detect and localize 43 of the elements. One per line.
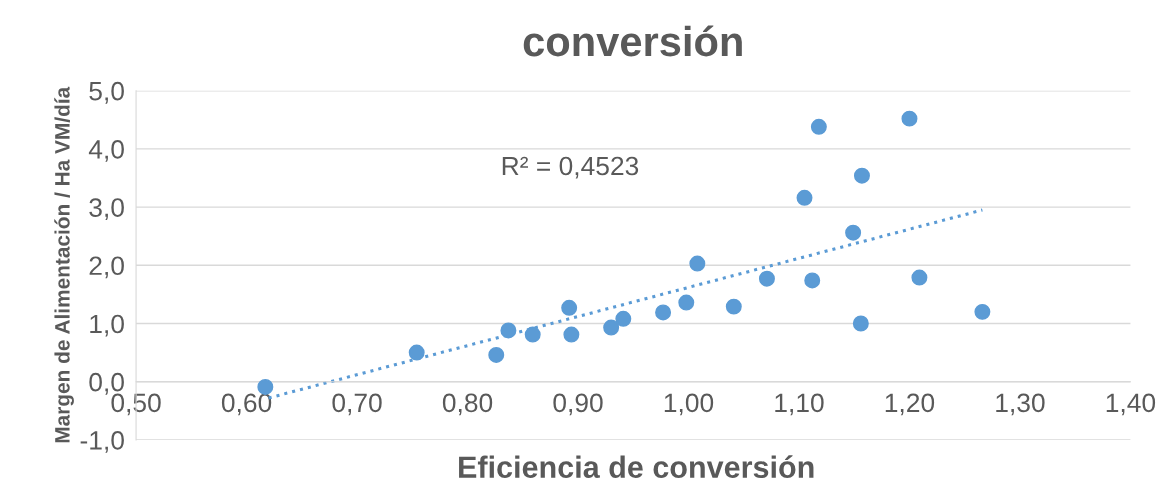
- point: [408, 344, 425, 361]
- x-tick-label: 0,70: [332, 393, 382, 416]
- x-axis-title: Eficiencia de conversión: [459, 455, 814, 479]
- x-tick-label: 1,00: [664, 393, 714, 416]
- point: [810, 118, 827, 135]
- point: [603, 319, 620, 336]
- point: [563, 326, 580, 343]
- y-tick-label: 5,0: [89, 81, 124, 104]
- point: [689, 255, 706, 272]
- y-tick-label: 0,0: [89, 372, 124, 395]
- point: [804, 272, 821, 289]
- point: [524, 326, 541, 343]
- x-tick-label: 1,30: [996, 393, 1045, 416]
- point: [678, 294, 695, 311]
- point: [488, 346, 505, 363]
- x-tick-label: 0,90: [553, 393, 603, 416]
- y-tick-label: 1,0: [90, 314, 124, 337]
- chart-title: conversión: [523, 25, 742, 57]
- point: [852, 315, 869, 332]
- y-tick-label: 4,0: [88, 140, 124, 162]
- point: [655, 304, 672, 321]
- point: [796, 189, 813, 206]
- point: [561, 299, 578, 316]
- x-tick-label: 0,60: [221, 393, 272, 416]
- y-tick-label: 2,0: [89, 256, 124, 279]
- y-tick-label: 3,0: [89, 198, 124, 221]
- annotation: R² = 0,4523: [502, 156, 639, 179]
- point: [901, 110, 918, 127]
- x-tick-label: 0,50: [111, 393, 161, 416]
- point: [758, 270, 775, 287]
- point: [845, 224, 862, 241]
- x-tick-label: 1,10: [775, 393, 824, 416]
- point: [911, 269, 928, 286]
- x-tick-label: 0,80: [442, 393, 493, 416]
- x-tick-label: 1,20: [885, 393, 935, 416]
- y-axis-title: Margen de Alimentación / Ha VM/día: [54, 86, 74, 443]
- x-tick-label: 1,40: [1106, 393, 1156, 416]
- point: [853, 167, 870, 184]
- point: [725, 298, 742, 315]
- point: [615, 310, 632, 327]
- y-tick-label: -1,0: [80, 431, 124, 453]
- point: [500, 322, 517, 339]
- point: [974, 303, 991, 320]
